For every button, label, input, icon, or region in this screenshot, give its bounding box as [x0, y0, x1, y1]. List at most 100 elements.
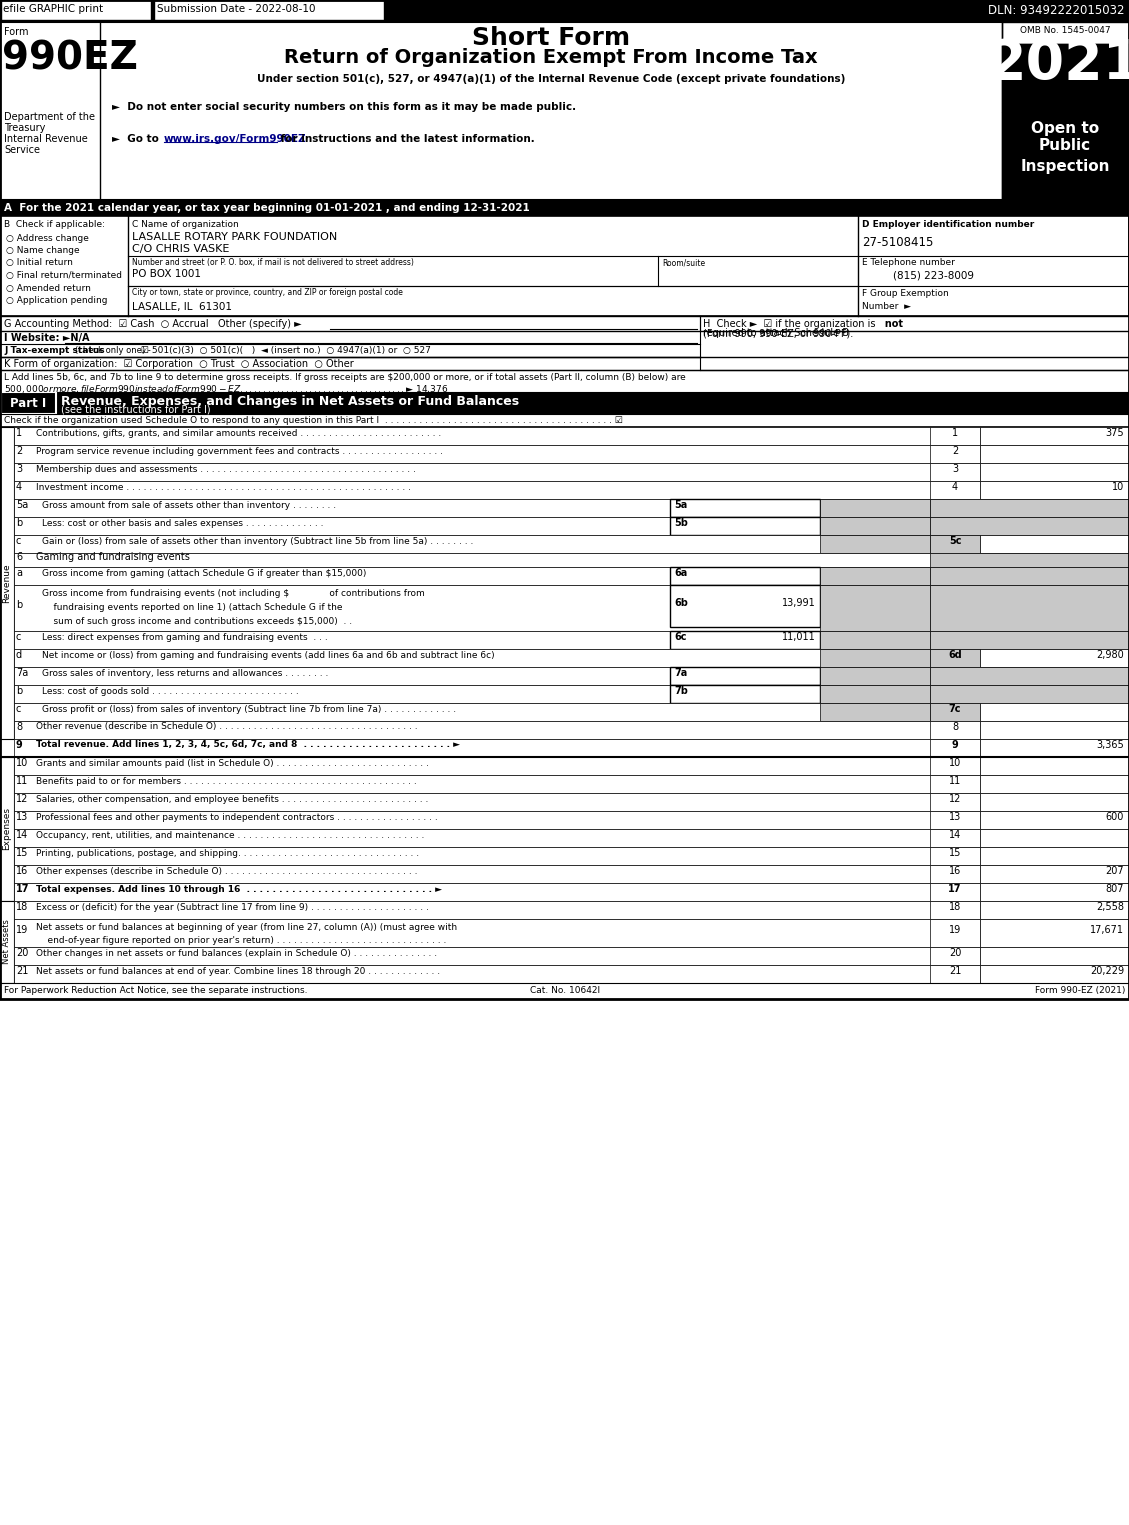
Text: 1: 1	[16, 429, 23, 438]
Bar	[930, 445, 980, 464]
Bar	[14, 631, 1129, 650]
Text: 207: 207	[1105, 866, 1124, 875]
Text: ○ Address change: ○ Address change	[6, 233, 89, 242]
Text: For Paperwork Reduction Act Notice, see the separate instructions.: For Paperwork Reduction Act Notice, see …	[5, 987, 307, 994]
Text: 6c: 6c	[674, 631, 686, 642]
Text: Printing, publications, postage, and shipping. . . . . . . . . . . . . . . . . .: Printing, publications, postage, and shi…	[36, 848, 419, 857]
Text: Less: cost of goods sold . . . . . . . . . . . . . . . . . . . . . . . . . .: Less: cost of goods sold . . . . . . . .…	[42, 686, 299, 695]
Bar	[14, 846, 1129, 865]
Text: Benefits paid to or for members . . . . . . . . . . . . . . . . . . . . . . . . : Benefits paid to or for members . . . . …	[36, 776, 417, 785]
Text: Short Form: Short Form	[472, 26, 630, 50]
Bar	[980, 901, 1129, 920]
Text: D Employer identification number: D Employer identification number	[863, 220, 1034, 229]
Bar	[930, 811, 980, 830]
Text: b: b	[16, 518, 23, 528]
Bar	[14, 883, 1129, 901]
Text: 600: 600	[1105, 811, 1124, 822]
Text: 11: 11	[16, 776, 28, 785]
Text: 8: 8	[16, 721, 23, 732]
Text: Gross amount from sale of assets other than inventory . . . . . . . .: Gross amount from sale of assets other t…	[42, 500, 336, 509]
Text: 4: 4	[16, 482, 23, 493]
Text: Less: cost or other basis and sales expenses . . . . . . . . . . . . . .: Less: cost or other basis and sales expe…	[42, 518, 324, 528]
Bar	[0, 200, 1129, 217]
Bar	[930, 631, 1129, 650]
Text: Gaming and fundraising events: Gaming and fundraising events	[36, 552, 190, 563]
Bar	[14, 920, 1129, 947]
Bar	[930, 517, 1129, 535]
Bar	[14, 811, 1129, 830]
Bar	[820, 666, 930, 685]
Text: 375: 375	[1105, 429, 1124, 438]
Bar	[980, 464, 1129, 480]
Bar	[930, 775, 980, 793]
Text: Net assets or fund balances at end of year. Combine lines 18 through 20 . . . . : Net assets or fund balances at end of ye…	[36, 967, 440, 976]
Bar	[669, 666, 820, 685]
Text: OMB No. 1545-0047: OMB No. 1545-0047	[1019, 26, 1110, 35]
Text: ○ Name change: ○ Name change	[6, 246, 80, 255]
Text: a: a	[16, 567, 21, 578]
Bar	[820, 631, 930, 650]
Bar	[14, 499, 1129, 517]
Bar	[669, 631, 820, 650]
Text: Net assets or fund balances at beginning of year (from line 27, column (A)) (mus: Net assets or fund balances at beginning…	[36, 923, 457, 932]
Text: 6: 6	[16, 552, 23, 563]
Bar	[14, 947, 1129, 965]
Text: 27-5108415: 27-5108415	[863, 236, 934, 249]
Bar	[930, 685, 1129, 703]
Bar	[930, 427, 980, 445]
Bar	[930, 793, 980, 811]
Bar	[669, 567, 820, 586]
Text: Cat. No. 10642I: Cat. No. 10642I	[530, 987, 599, 994]
Bar	[669, 499, 820, 517]
Bar	[820, 650, 930, 666]
Bar	[930, 464, 980, 480]
Text: 5a: 5a	[674, 500, 688, 509]
Bar	[930, 965, 980, 984]
Text: 5a: 5a	[16, 500, 28, 509]
Text: 3: 3	[16, 464, 23, 474]
Text: d: d	[16, 650, 23, 660]
Bar	[669, 517, 820, 535]
Bar	[980, 846, 1129, 865]
Text: 20: 20	[948, 949, 961, 958]
Bar	[0, 217, 1129, 316]
Text: Part I: Part I	[10, 396, 46, 410]
Bar	[930, 721, 980, 740]
Bar	[820, 567, 930, 586]
Text: 15: 15	[16, 848, 28, 859]
Bar	[930, 883, 980, 901]
Bar	[0, 21, 1129, 200]
Bar	[154, 0, 384, 20]
Bar	[930, 480, 980, 499]
Bar	[0, 0, 1129, 21]
Text: 7b: 7b	[674, 686, 688, 695]
Bar	[14, 740, 1129, 756]
Text: 10: 10	[16, 758, 28, 769]
Text: 14: 14	[16, 830, 28, 840]
Bar	[820, 703, 930, 721]
Text: G Accounting Method:  ☑ Cash  ○ Accrual   Other (specify) ►: G Accounting Method: ☑ Cash ○ Accrual Ot…	[5, 319, 301, 329]
Text: b: b	[16, 686, 23, 695]
Text: Occupancy, rent, utilities, and maintenance . . . . . . . . . . . . . . . . . . : Occupancy, rent, utilities, and maintena…	[36, 831, 425, 839]
Text: www.irs.gov/Form990EZ: www.irs.gov/Form990EZ	[164, 134, 307, 143]
Text: (Form 990, 990-EZ, or 990-PF).: (Form 990, 990-EZ, or 990-PF).	[703, 329, 854, 339]
Text: Gross sales of inventory, less returns and allowances . . . . . . . .: Gross sales of inventory, less returns a…	[42, 668, 329, 677]
Text: 17: 17	[948, 884, 962, 894]
Bar	[14, 685, 1129, 703]
Text: Room/suite: Room/suite	[662, 258, 706, 267]
Text: 13: 13	[16, 811, 28, 822]
Text: LASALLE, IL  61301: LASALLE, IL 61301	[132, 302, 231, 313]
Text: 17: 17	[16, 884, 29, 894]
Text: 3: 3	[952, 464, 959, 474]
Text: 6a: 6a	[674, 567, 688, 578]
Bar	[930, 703, 980, 721]
Text: Other expenses (describe in Schedule O) . . . . . . . . . . . . . . . . . . . . : Other expenses (describe in Schedule O) …	[36, 866, 418, 875]
Text: Service: Service	[5, 145, 40, 156]
Text: Net income or (loss) from gaming and fundraising events (add lines 6a and 6b and: Net income or (loss) from gaming and fun…	[42, 651, 495, 659]
Text: 5c: 5c	[948, 535, 961, 546]
Bar	[14, 427, 1129, 445]
Text: 21: 21	[948, 965, 961, 976]
Text: Investment income . . . . . . . . . . . . . . . . . . . . . . . . . . . . . . . : Investment income . . . . . . . . . . . …	[36, 482, 411, 491]
Text: not: not	[878, 319, 903, 329]
Text: 4: 4	[952, 482, 959, 493]
